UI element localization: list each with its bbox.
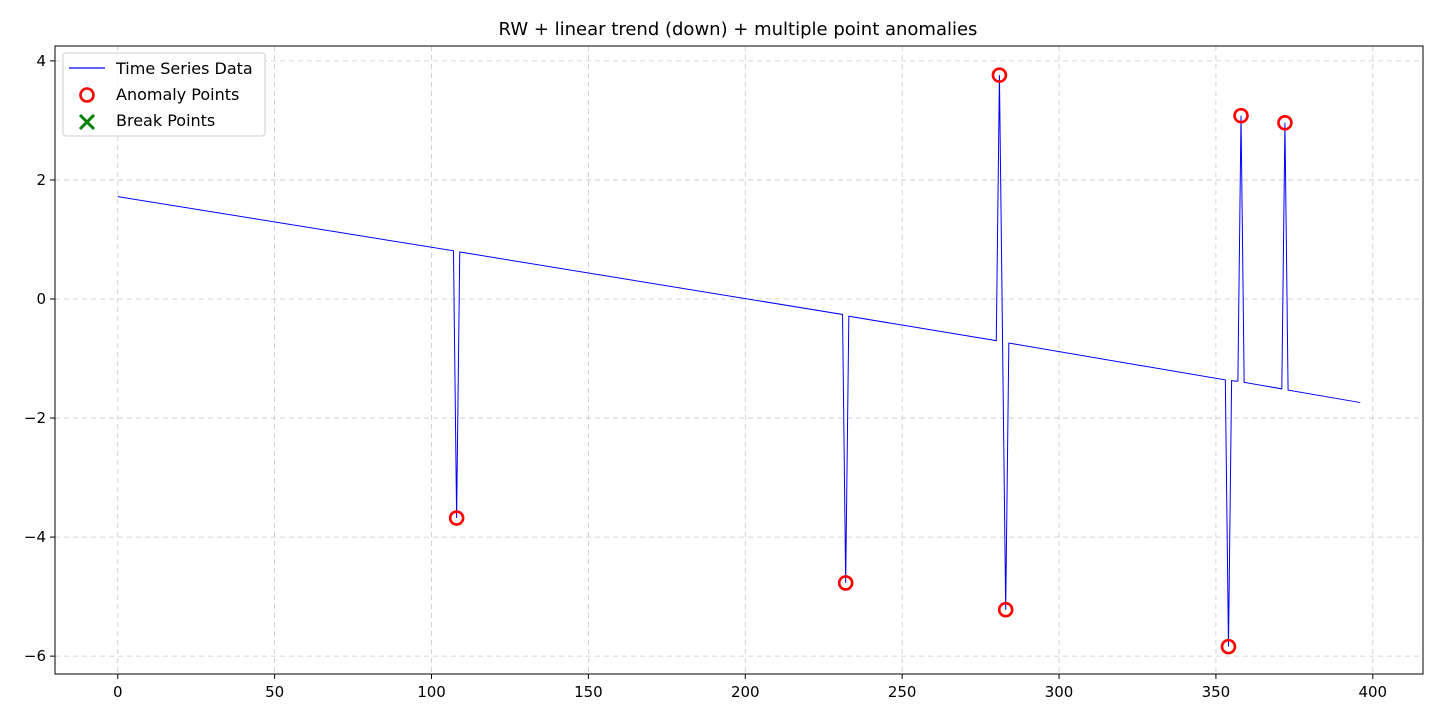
x-tick-label: 350	[1202, 683, 1231, 701]
anomaly-point-marker	[448, 510, 465, 526]
y-tick-label: 2	[36, 171, 46, 189]
y-tick-label: 4	[36, 52, 46, 70]
axes: 0 50 100 150 200 250 300 350 400 −6 −4 −2 0 2 4	[24, 52, 1387, 701]
legend-break-swatch	[78, 113, 96, 131]
legend-label-anomaly: Anomaly Points	[116, 85, 239, 104]
plot-frame	[54, 45, 1424, 675]
anomaly-point-marker	[1277, 114, 1293, 131]
y-tick-label: −4	[24, 528, 46, 546]
anomaly-markers	[448, 67, 1293, 655]
x-tick-label: 100	[417, 683, 446, 701]
anomaly-point-marker	[991, 67, 1008, 83]
y-tick-label: −6	[24, 647, 46, 665]
anomaly-point-marker	[1220, 638, 1237, 655]
grid-lines	[55, 46, 1423, 674]
legend: Time Series Data Anomaly Points Break Po…	[62, 52, 266, 137]
x-tick-label: 150	[574, 683, 603, 701]
x-tick-label: 50	[265, 683, 284, 701]
anomaly-point-marker	[1233, 107, 1249, 124]
legend-box	[62, 52, 266, 137]
x-tick-label: 0	[113, 683, 123, 701]
x-tick-label: 400	[1358, 683, 1387, 701]
legend-label-break: Break Points	[116, 111, 215, 130]
chart-title: RW + linear trend (down) + multiple poin…	[499, 19, 978, 40]
y-tick-label: −2	[24, 409, 46, 427]
y-tick-label: 0	[36, 290, 46, 308]
legend-anomaly-swatch	[79, 87, 95, 103]
x-tick-label: 250	[888, 683, 917, 701]
series-line-time-series	[117, 75, 1361, 647]
anomaly-point-marker	[997, 601, 1014, 618]
x-tick-label: 300	[1045, 683, 1074, 701]
anomaly-point-marker	[837, 575, 854, 591]
legend-label-time-series: Time Series Data	[115, 59, 253, 78]
x-tick-label: 200	[731, 683, 760, 701]
data-series	[117, 75, 1361, 647]
